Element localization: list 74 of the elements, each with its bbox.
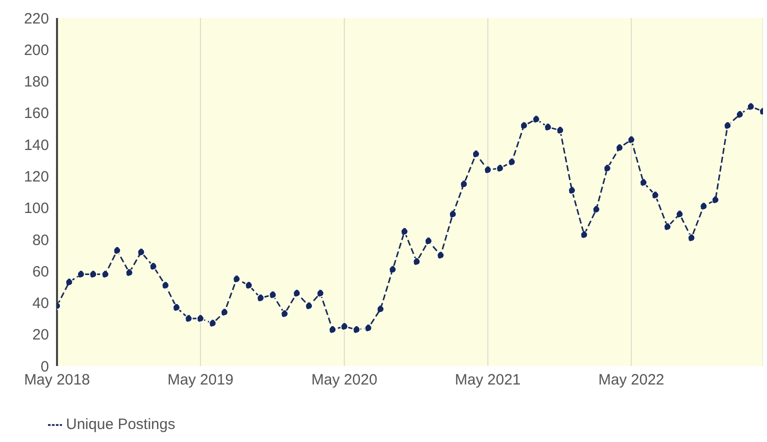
point bbox=[149, 262, 158, 270]
point bbox=[556, 126, 564, 134]
point bbox=[736, 110, 744, 118]
x-tick-label: May 2021 bbox=[454, 372, 521, 389]
point bbox=[208, 319, 217, 328]
point bbox=[412, 258, 421, 266]
point bbox=[424, 237, 432, 246]
point bbox=[125, 268, 134, 277]
point bbox=[376, 305, 385, 314]
y-tick-label: 20 bbox=[32, 326, 49, 344]
x-tick-label: May 2022 bbox=[598, 372, 664, 389]
point bbox=[364, 324, 372, 332]
point bbox=[700, 202, 708, 210]
point bbox=[268, 290, 277, 299]
point bbox=[388, 266, 397, 274]
point bbox=[89, 270, 98, 278]
point bbox=[304, 302, 313, 310]
point bbox=[603, 164, 612, 172]
point bbox=[508, 158, 516, 166]
point bbox=[532, 115, 540, 124]
y-tick-label: 60 bbox=[32, 263, 49, 280]
point bbox=[687, 234, 696, 242]
point bbox=[640, 178, 648, 187]
point bbox=[472, 150, 480, 158]
point bbox=[496, 164, 504, 172]
point bbox=[65, 278, 74, 286]
point bbox=[113, 246, 122, 255]
point bbox=[101, 270, 110, 278]
point bbox=[340, 322, 348, 330]
point bbox=[676, 210, 684, 218]
point bbox=[580, 230, 588, 239]
point bbox=[196, 314, 204, 323]
point bbox=[184, 314, 193, 323]
point bbox=[436, 251, 445, 260]
point bbox=[280, 310, 289, 318]
y-tick-label: 120 bbox=[24, 168, 49, 186]
y-tick-label: 100 bbox=[24, 200, 49, 218]
point bbox=[484, 166, 492, 174]
point bbox=[592, 205, 600, 214]
y-tick-label: 80 bbox=[32, 232, 49, 249]
point bbox=[663, 222, 672, 231]
point bbox=[232, 275, 241, 283]
point bbox=[292, 289, 301, 298]
point bbox=[161, 281, 170, 290]
point bbox=[568, 186, 576, 194]
point bbox=[724, 122, 732, 130]
point bbox=[520, 122, 528, 130]
point bbox=[448, 210, 457, 218]
point bbox=[256, 294, 265, 302]
point bbox=[460, 180, 468, 188]
point bbox=[616, 144, 624, 152]
x-tick-label: May 2020 bbox=[311, 372, 378, 389]
legend-label: Unique Postings bbox=[66, 416, 176, 433]
point bbox=[244, 281, 253, 290]
y-tick-label: 160 bbox=[24, 105, 49, 122]
y-tick-label: 40 bbox=[32, 295, 49, 312]
point bbox=[172, 303, 180, 312]
point bbox=[352, 326, 361, 334]
y-tick-label: 200 bbox=[24, 42, 49, 59]
point bbox=[627, 136, 636, 144]
point bbox=[220, 308, 228, 316]
point bbox=[651, 191, 660, 200]
point bbox=[316, 289, 324, 298]
x-tick-label: May 2019 bbox=[168, 372, 234, 389]
y-tick-label: 140 bbox=[24, 136, 49, 154]
point bbox=[544, 123, 552, 132]
point bbox=[400, 228, 408, 236]
point bbox=[137, 248, 146, 256]
point bbox=[76, 270, 85, 278]
point bbox=[746, 102, 755, 111]
y-tick-label: 180 bbox=[24, 74, 49, 91]
y-tick-label: 220 bbox=[24, 10, 49, 28]
point bbox=[711, 196, 720, 204]
point bbox=[328, 326, 337, 334]
